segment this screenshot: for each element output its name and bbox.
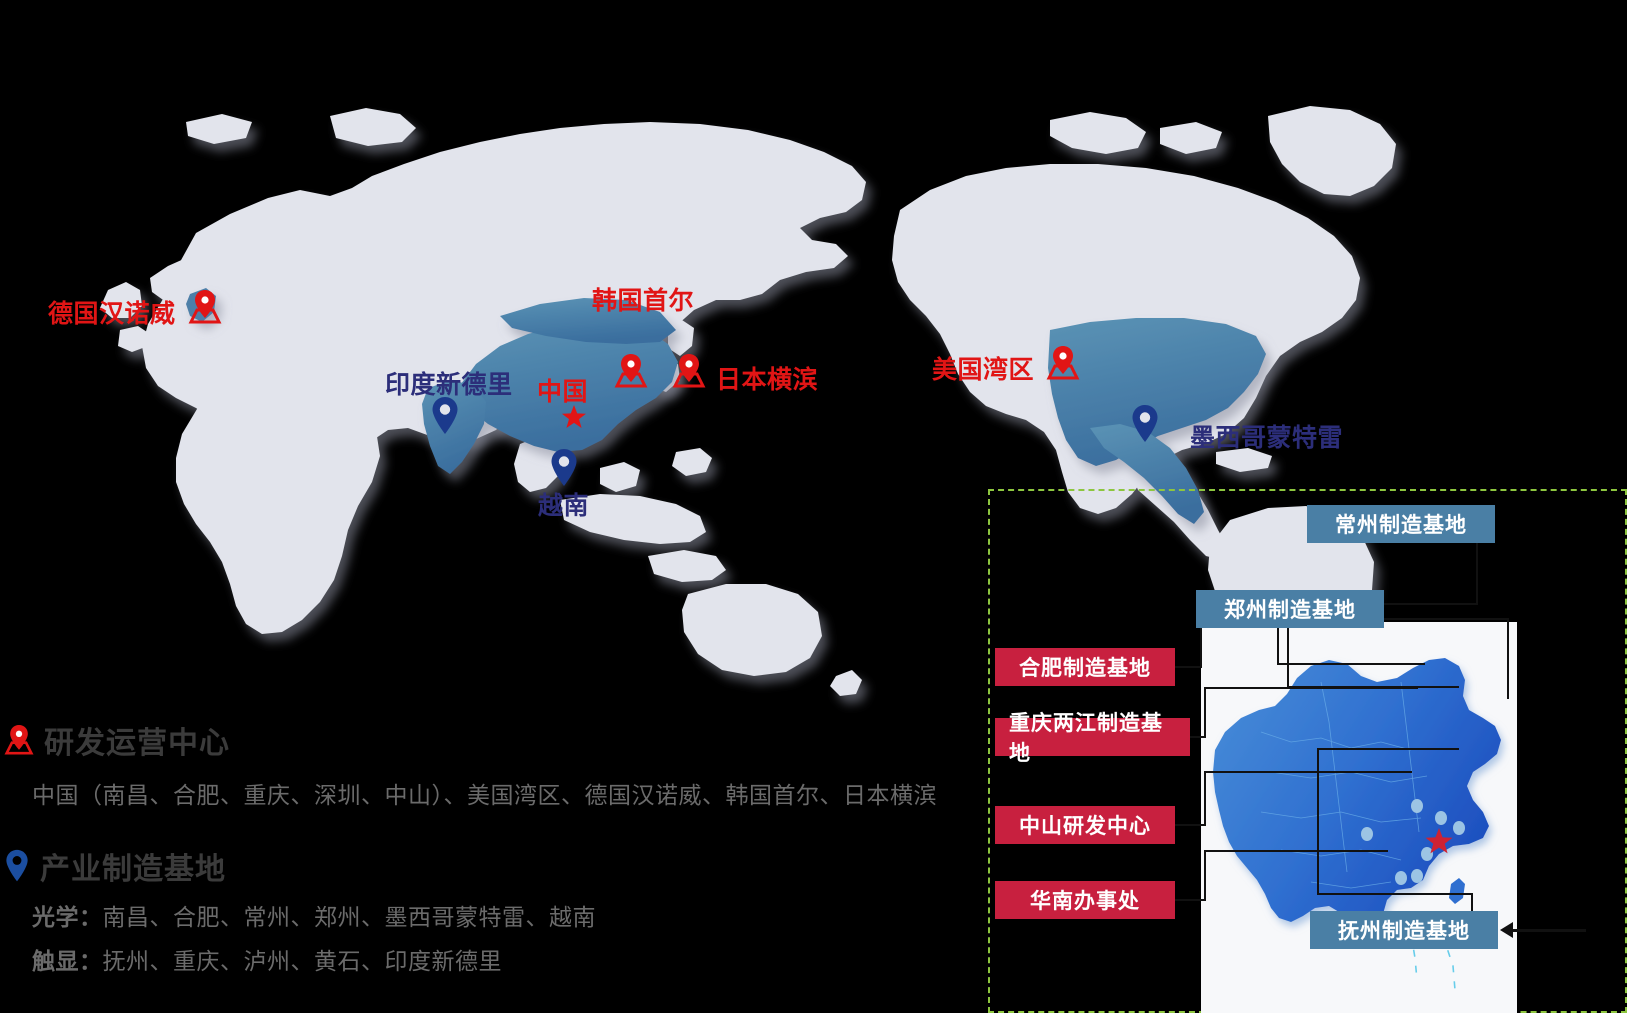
badge-chongqing-liangjiang-label: 重庆两江制造基地 [1009, 712, 1163, 765]
label-vietnam: 越南 [538, 492, 590, 520]
fuzhou-arrow-head [1500, 922, 1513, 938]
legend-title-rd: 研发运营中心 [44, 727, 230, 760]
manufacturing-pin-icon [6, 849, 28, 882]
badge-changzhou[interactable]: 常州制造基地 [1307, 505, 1495, 543]
badge-hefei[interactable]: 合肥制造基地 [995, 648, 1175, 686]
legend-row-rd: 研发运营中心 [4, 718, 960, 762]
china-inset-map [1201, 622, 1517, 1013]
legend-block-rd: 研发运营中心 中国（南昌、合肥、重庆、深圳、中山）、美国湾区、德国汉诺威、韩国首… [0, 718, 960, 810]
pin-mexico-monterrey[interactable] [1130, 404, 1160, 449]
badge-zhongshan-rd[interactable]: 中山研发中心 [995, 806, 1175, 844]
manufacturing-pin-icon [1132, 405, 1158, 442]
badge-zhengzhou[interactable]: 郑州制造基地 [1196, 590, 1384, 628]
legend-line-touch-display: 触显：抚州、重庆、泸州、黄石、印度新德里 [32, 942, 960, 976]
hq-star-marker [561, 404, 587, 435]
legend-value-touch-display: 抚州、重庆、泸州、黄石、印度新德里 [102, 948, 502, 974]
highlighted-regions [186, 288, 1266, 524]
badge-fuzhou-label: 抚州制造基地 [1338, 920, 1470, 943]
legend-row-mfg: 产业制造基地 [4, 844, 960, 888]
pin-japan-yokohama[interactable] [672, 352, 706, 395]
badge-fuzhou[interactable]: 抚州制造基地 [1310, 911, 1498, 949]
label-mexico-monterrey: 墨西哥蒙特雷 [1190, 424, 1344, 452]
legend-value-optics: 南昌、合肥、常州、郑州、墨西哥蒙特雷、越南 [102, 904, 596, 930]
label-usa-bay-area: 美国湾区 [932, 356, 1035, 384]
rd-center-pin-icon [188, 290, 222, 324]
label-japan-yokohama: 日本横滨 [716, 366, 819, 394]
badge-south-china-office-label: 华南办事处 [1030, 890, 1140, 913]
label-india-new-delhi: 印度新德里 [385, 371, 513, 399]
label-korea-seoul: 韩国首尔 [592, 287, 695, 315]
badge-zhengzhou-label: 郑州制造基地 [1224, 599, 1356, 622]
rd-center-pin-icon [672, 354, 706, 388]
pin-india-new-delhi[interactable] [430, 396, 460, 441]
rd-center-pin-icon [614, 354, 648, 388]
badge-south-china-office[interactable]: 华南办事处 [995, 881, 1175, 919]
fuzhou-arrow-line [1512, 929, 1586, 932]
legend-title-mfg: 产业制造基地 [40, 853, 226, 886]
rd-center-pin-icon [1046, 346, 1080, 380]
badge-hefei-label: 合肥制造基地 [1019, 657, 1151, 680]
legend-key-touch-display: 触显： [32, 948, 103, 974]
legend-detail-rd: 中国（南昌、合肥、重庆、深圳、中山）、美国湾区、德国汉诺威、韩国首尔、日本横滨 [32, 782, 937, 808]
pin-usa-bay-area[interactable] [1046, 344, 1080, 387]
manufacturing-pin-icon [551, 449, 577, 486]
badge-zhongshan-rd-label: 中山研发中心 [1019, 815, 1151, 838]
star-icon [562, 405, 586, 428]
china-map-svg [1213, 658, 1501, 991]
label-germany-hannover: 德国汉诺威 [48, 300, 176, 328]
legend-key-optics: 光学： [32, 904, 103, 930]
legend-line-optics: 光学：南昌、合肥、常州、郑州、墨西哥蒙特雷、越南 [32, 898, 960, 932]
legend: 研发运营中心 中国（南昌、合肥、重庆、深圳、中山）、美国湾区、德国汉诺威、韩国首… [0, 718, 960, 976]
legend-block-mfg: 产业制造基地 光学：南昌、合肥、常州、郑州、墨西哥蒙特雷、越南 触显：抚州、重庆… [0, 844, 960, 976]
pin-germany-hannover[interactable] [188, 288, 222, 331]
badge-chongqing-liangjiang[interactable]: 重庆两江制造基地 [995, 712, 1190, 765]
badge-changzhou-label: 常州制造基地 [1335, 514, 1467, 537]
label-china: 中国 [537, 378, 589, 406]
manufacturing-pin-icon [432, 397, 458, 434]
pin-vietnam[interactable] [549, 448, 579, 493]
rd-center-pin-icon [4, 725, 34, 755]
pin-korea-seoul[interactable] [614, 352, 648, 395]
